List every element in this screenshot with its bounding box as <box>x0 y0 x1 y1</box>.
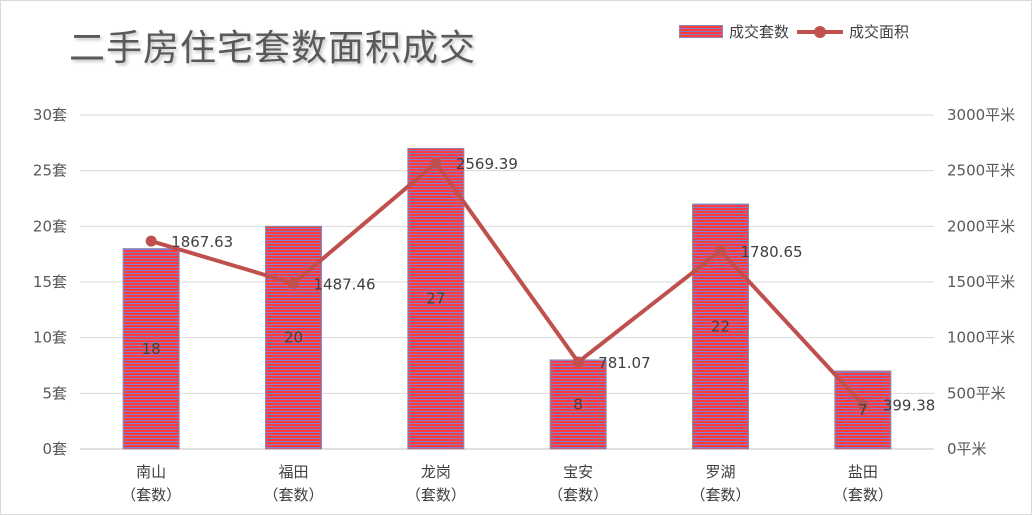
line-point <box>857 399 869 411</box>
y-left-tick-label: 0套 <box>42 440 67 458</box>
y-right-tick-label: 2500平米 <box>947 162 1015 180</box>
x-tick-label: 罗湖 <box>705 463 735 481</box>
x-tick-label-sub: （套数） <box>263 486 323 504</box>
line-data-label: 1867.63 <box>171 233 233 251</box>
chart-title: 二手房住宅套数面积成交 <box>69 28 477 69</box>
x-tick-label-sub: （套数） <box>548 486 608 504</box>
x-tick-label-sub: （套数） <box>833 486 893 504</box>
legend-line-label: 成交面积 <box>849 23 910 41</box>
x-tick-label: 宝安 <box>563 463 593 481</box>
x-tick-label: 盐田 <box>848 463 878 481</box>
line-point <box>430 157 442 169</box>
line-data-label: 1487.46 <box>314 275 376 293</box>
y-right-tick-label: 500平米 <box>947 384 1006 402</box>
x-tick-label-sub: （套数） <box>690 486 750 504</box>
legend-bar-label: 成交套数 <box>729 23 790 41</box>
line-data-label: 781.07 <box>598 354 651 372</box>
y-left-tick-label: 30套 <box>33 106 67 124</box>
line-point <box>145 235 157 247</box>
line-point <box>715 245 726 257</box>
line-point <box>572 356 584 368</box>
y-left-tick-label: 10套 <box>33 329 67 347</box>
y-right-tick-label: 1000平米 <box>947 329 1015 347</box>
y-right-tick-label: 1500平米 <box>947 273 1015 291</box>
y-left-tick-label: 15套 <box>33 273 67 291</box>
bar-data-label: 7 <box>858 401 868 419</box>
bar-data-label: 20 <box>284 329 303 347</box>
x-tick-label-sub: （套数） <box>121 486 181 504</box>
bar <box>265 225 322 450</box>
bar <box>122 248 180 450</box>
legend-bar-swatch <box>679 25 723 38</box>
bar-data-label: 18 <box>142 340 161 358</box>
y-left-tick-label: 5套 <box>42 384 67 402</box>
bar-data-label: 8 <box>573 395 583 413</box>
legend-line-swatch <box>797 25 844 39</box>
legend-item-bar: 成交套数 <box>679 21 789 42</box>
x-tick-label: 龙岗 <box>421 463 451 481</box>
x-tick-label: 南山 <box>136 463 166 481</box>
y-right-tick-label: 0平米 <box>947 440 987 458</box>
line-point <box>288 277 299 289</box>
series-line-area <box>150 160 865 406</box>
x-tick-label-sub: （套数） <box>406 486 466 504</box>
y-left-tick-label: 25套 <box>33 162 67 180</box>
legend-item-line: 成交面积 <box>797 21 909 42</box>
y-right-tick-label: 2000平米 <box>947 217 1015 235</box>
line-data-label: 1780.65 <box>741 243 803 261</box>
bar <box>549 359 607 450</box>
line-data-label: 2569.39 <box>456 155 518 173</box>
legend: 成交套数 成交面积 <box>679 21 917 42</box>
y-right-tick-label: 3000平米 <box>947 106 1015 124</box>
bar-data-label: 22 <box>711 318 730 336</box>
y-left-tick-label: 20套 <box>33 217 67 235</box>
bar <box>407 147 465 450</box>
x-tick-label: 福田 <box>278 463 308 481</box>
bar <box>692 203 749 450</box>
line-data-label: 399.38 <box>883 397 936 415</box>
bar-data-label: 27 <box>426 290 445 308</box>
